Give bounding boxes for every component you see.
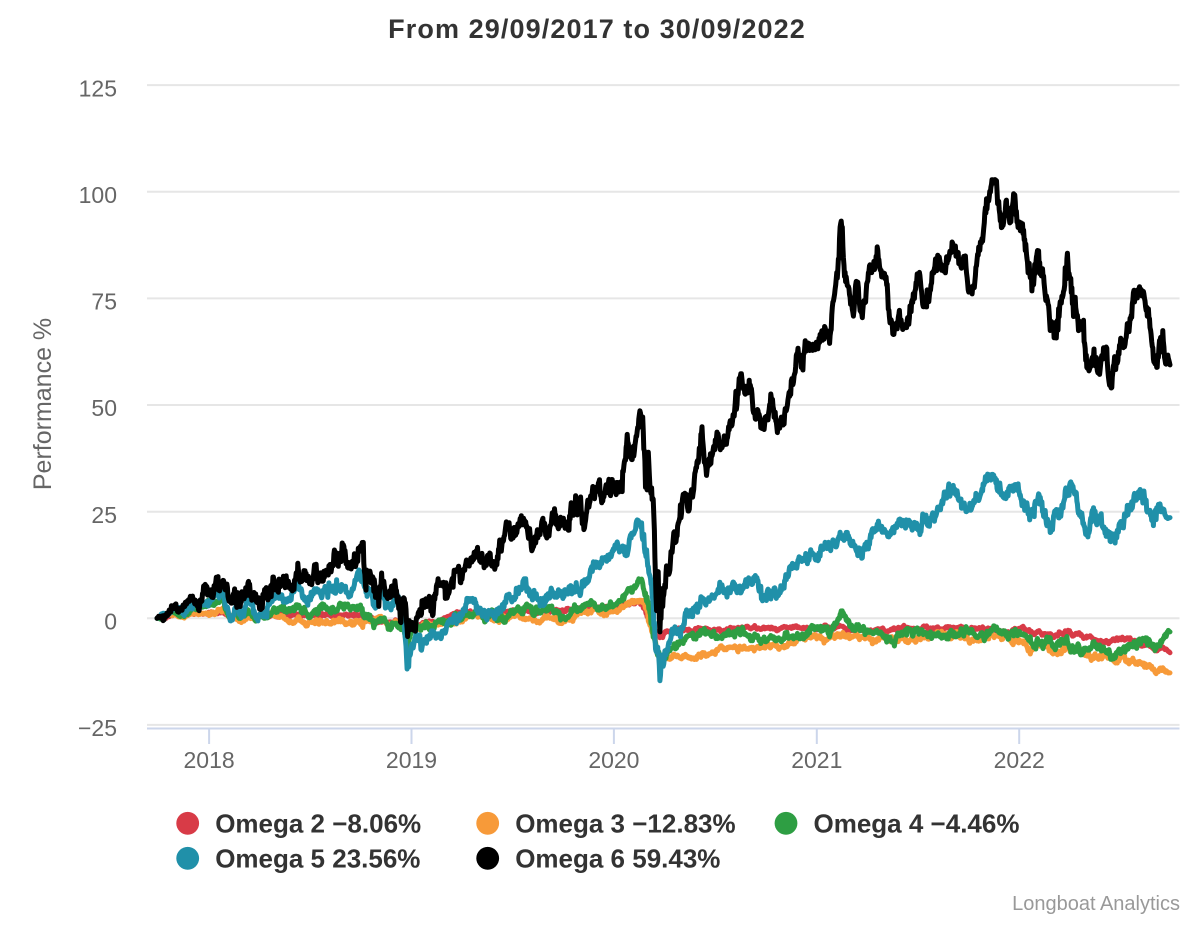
svg-text:Omega 2 −8.06%: Omega 2 −8.06% bbox=[215, 808, 421, 838]
svg-text:0: 0 bbox=[104, 609, 117, 635]
svg-text:−25: −25 bbox=[78, 715, 117, 741]
svg-text:From 29/09/2017 to 30/09/2022: From 29/09/2017 to 30/09/2022 bbox=[388, 14, 806, 44]
svg-text:Omega 4 −4.46%: Omega 4 −4.46% bbox=[814, 808, 1020, 838]
svg-text:2020: 2020 bbox=[588, 747, 639, 773]
svg-text:Omega 3 −12.83%: Omega 3 −12.83% bbox=[515, 808, 735, 838]
svg-text:100: 100 bbox=[79, 182, 117, 208]
svg-text:25: 25 bbox=[91, 502, 117, 528]
svg-text:Performance %: Performance % bbox=[29, 318, 57, 490]
svg-text:125: 125 bbox=[79, 75, 117, 101]
svg-text:Longboat Analytics: Longboat Analytics bbox=[1012, 893, 1180, 915]
svg-text:2021: 2021 bbox=[791, 747, 842, 773]
svg-text:2018: 2018 bbox=[184, 747, 235, 773]
svg-text:2019: 2019 bbox=[386, 747, 437, 773]
svg-text:Omega 5 23.56%: Omega 5 23.56% bbox=[215, 843, 420, 873]
svg-text:Omega 6 59.43%: Omega 6 59.43% bbox=[515, 843, 720, 873]
svg-text:75: 75 bbox=[91, 289, 117, 315]
svg-text:50: 50 bbox=[91, 395, 117, 421]
svg-text:2022: 2022 bbox=[994, 747, 1045, 773]
